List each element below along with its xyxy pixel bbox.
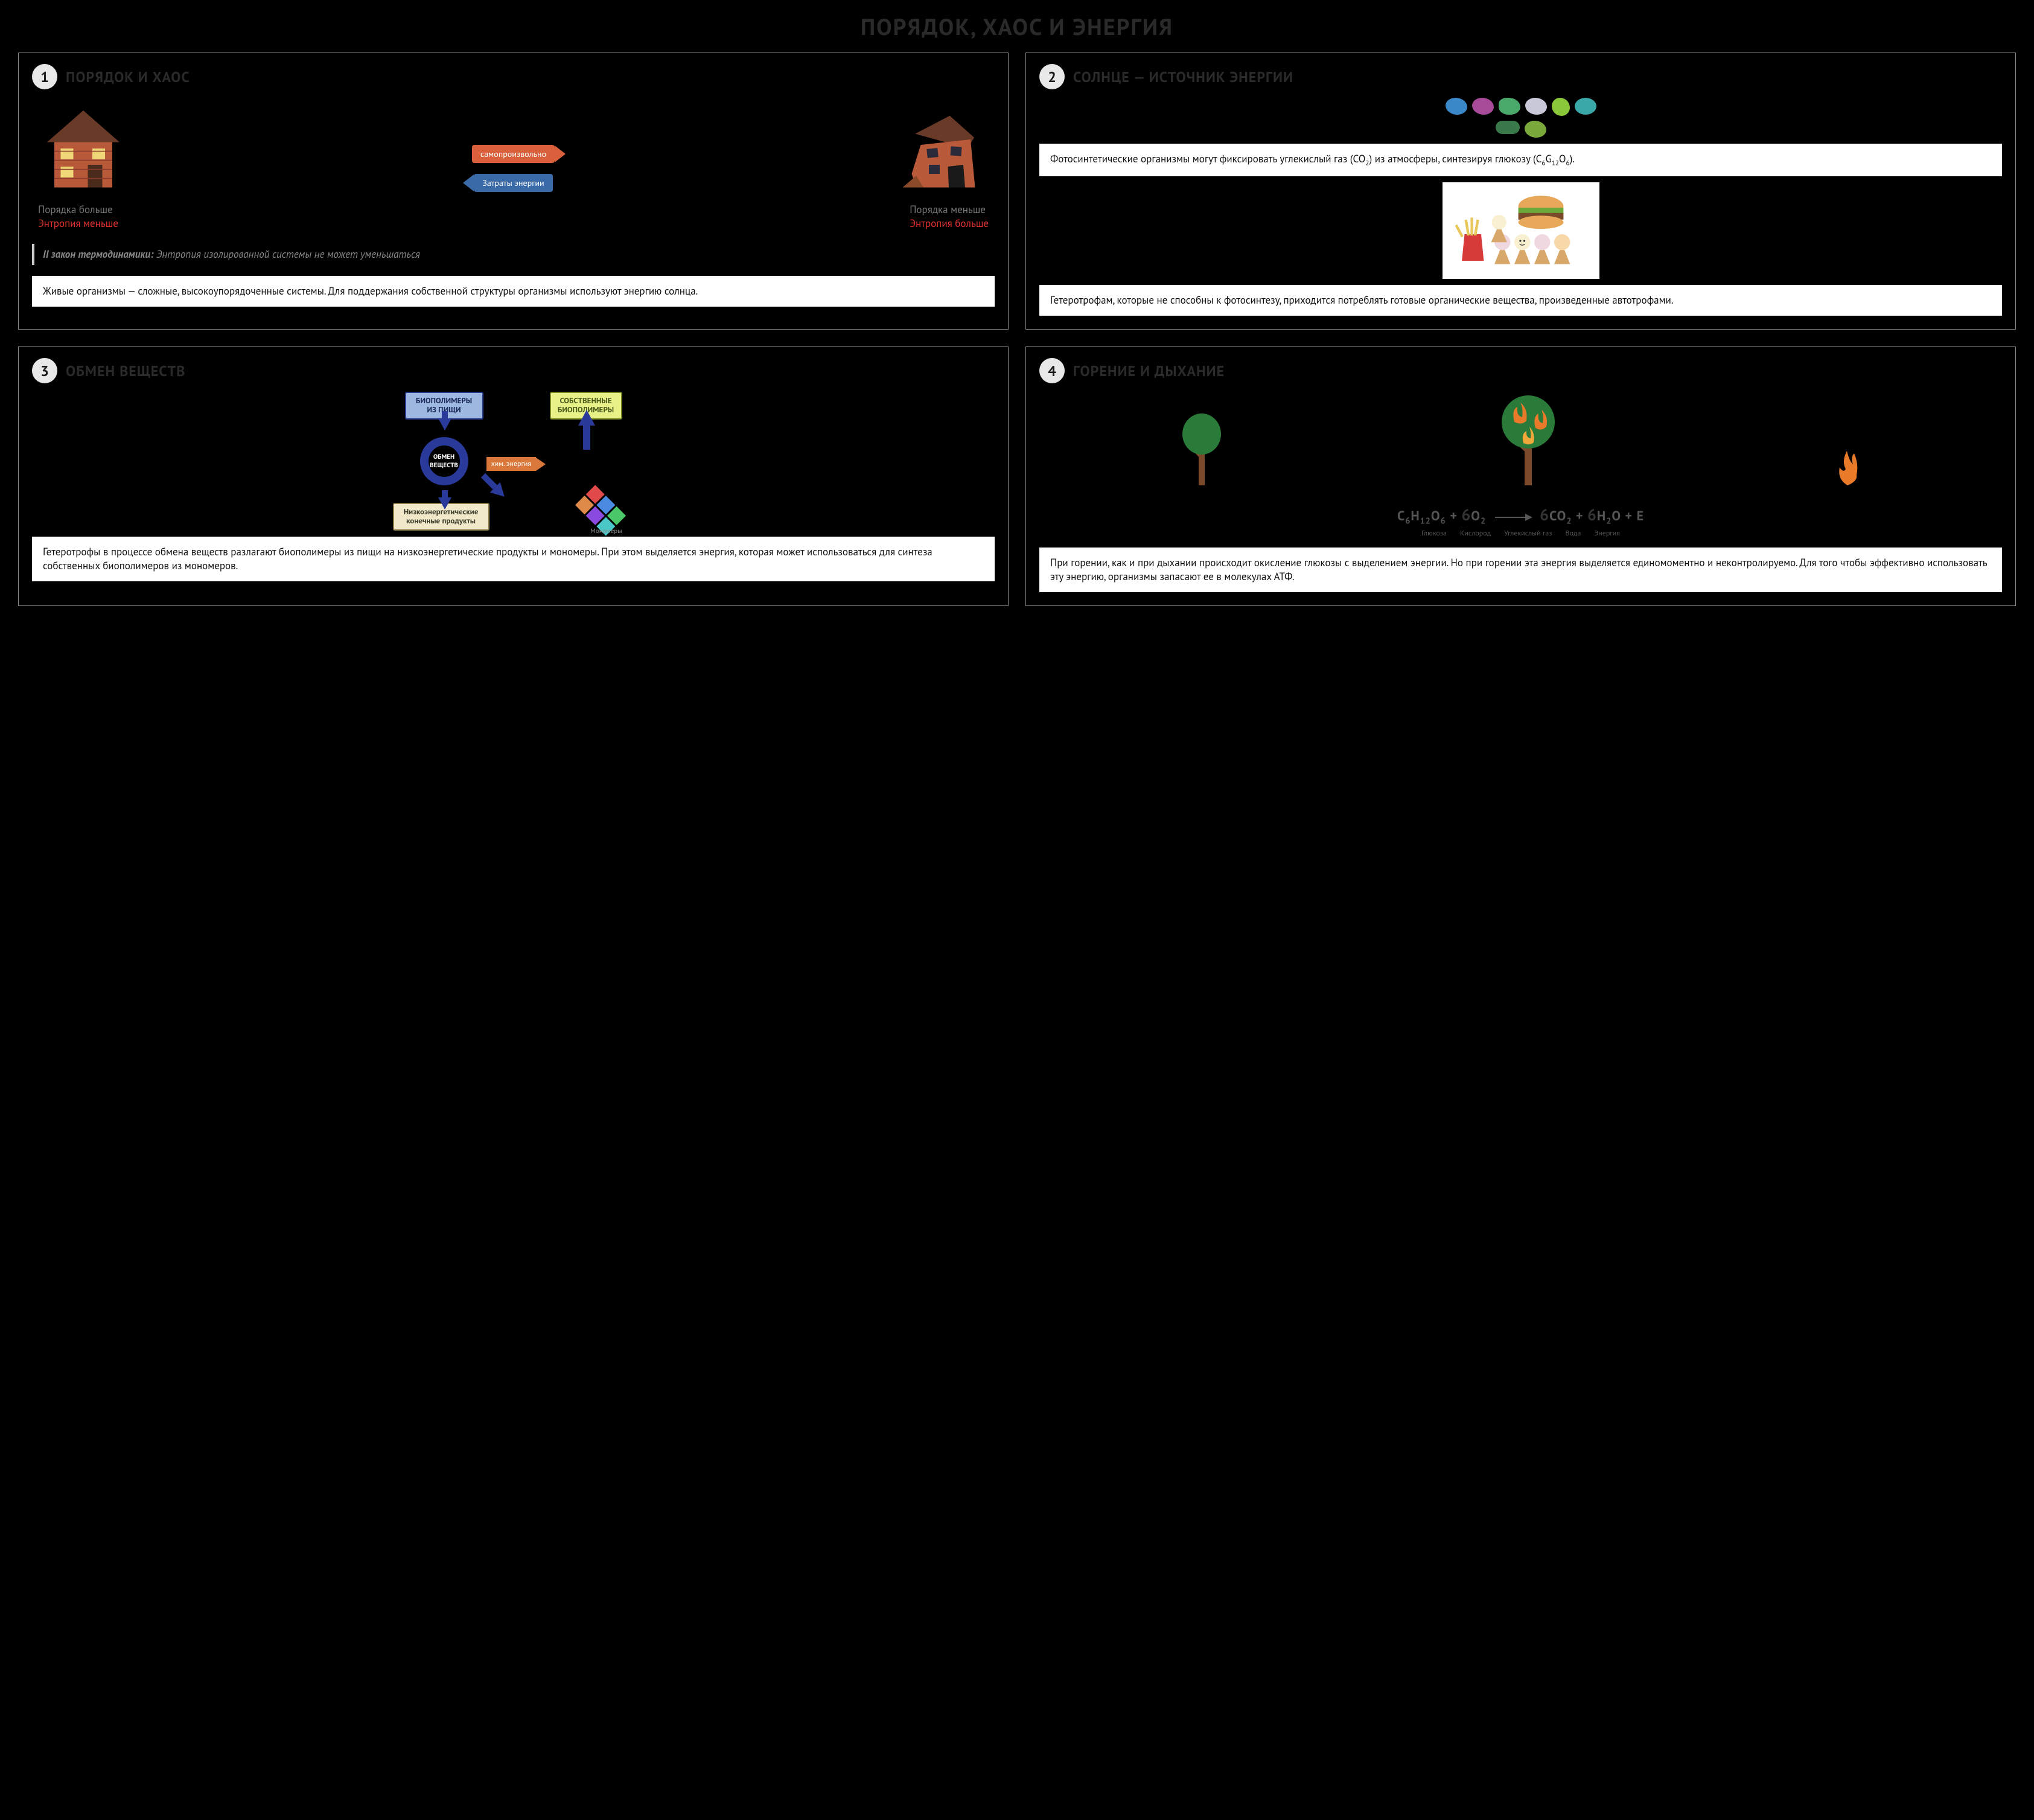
eq-label: Углекислый газ bbox=[1504, 529, 1552, 538]
monomers-label: Мономеры bbox=[590, 527, 622, 535]
panel-metabolism: 3 ОБМЕН ВЕЩЕСТВ БИОПОЛИМЕРЫ ИЗ ПИЩИ СОБС… bbox=[18, 346, 1009, 605]
eq-label: Вода bbox=[1566, 529, 1581, 538]
label-more-entropy: Энтропия больше bbox=[910, 217, 989, 231]
label-more-order: Порядка больше bbox=[38, 203, 118, 217]
panel-title: СОЛНЦЕ — ИСТОЧНИК ЭНЕРГИИ bbox=[1073, 68, 1293, 86]
organism-icon bbox=[1525, 98, 1547, 115]
equation-labels: Глюкоза Кислород Углекислый газ Вода Эне… bbox=[1039, 529, 2002, 538]
arrow-down-icon bbox=[438, 418, 451, 430]
tree-burning-icon bbox=[1493, 392, 1566, 488]
panel-sun-energy: 2 СОЛНЦЕ — ИСТОЧНИК ЭНЕРГИИ Фотосинтетич… bbox=[1025, 53, 2016, 330]
panel2-text-heterotrophs: Гетеротрофам, которые не способны к фото… bbox=[1039, 285, 2002, 316]
reaction-arrow-icon bbox=[1495, 517, 1531, 518]
house-ruined-icon bbox=[898, 101, 989, 192]
panel-number-badge: 2 bbox=[1039, 64, 1065, 89]
panel2-text-photosynthesis: Фотосинтетические организмы могут фиксир… bbox=[1039, 144, 2002, 176]
houses-illustration: самопроизвольно Затраты энергии bbox=[32, 101, 995, 192]
arrow-chemical-energy: хим. энергия bbox=[486, 457, 537, 471]
organism-icon bbox=[1499, 98, 1520, 115]
eq-label: Кислород bbox=[1460, 529, 1491, 538]
organism-icon bbox=[1525, 121, 1546, 138]
panel1-text: Живые организмы — сложные, высокоупорядо… bbox=[32, 276, 995, 307]
panel-combustion-respiration: 4 ГОРЕНИЕ И ДЫХАНИЕ bbox=[1025, 346, 2016, 605]
main-title: ПОРЯДОК, ХАОС И ЭНЕРГИЯ bbox=[18, 12, 2016, 42]
organism-icon bbox=[1575, 98, 1596, 115]
arrow-diagonal-icon bbox=[489, 482, 509, 502]
flame-icon bbox=[1832, 446, 1863, 488]
panel-number-badge: 4 bbox=[1039, 358, 1065, 383]
arrow-down-icon bbox=[438, 497, 451, 509]
trees-illustration bbox=[1039, 392, 2002, 488]
metabolism-cycle-icon: ОБМЕН ВЕЩЕСТВ bbox=[420, 437, 468, 485]
arrow-spontaneous: самопроизвольно bbox=[472, 145, 555, 163]
organism-icon bbox=[1552, 98, 1570, 116]
panels-grid: 1 ПОРЯДОК И ХАОС самопроизволь bbox=[18, 53, 2016, 606]
food-illustration bbox=[1443, 182, 1599, 279]
organism-icon bbox=[1472, 98, 1494, 115]
organism-icon bbox=[1496, 121, 1520, 134]
panel3-text: Гетеротрофы в процессе обмена веществ ра… bbox=[32, 537, 995, 581]
panel-order-chaos: 1 ПОРЯДОК И ХАОС самопроизволь bbox=[18, 53, 1009, 330]
panel-title: ОБМЕН ВЕЩЕСТВ bbox=[66, 362, 185, 380]
organism-icon bbox=[1446, 98, 1467, 115]
metabolism-diagram: БИОПОЛИМЕРЫ ИЗ ПИЩИ СОБСТВЕННЫЕ БИОПОЛИМ… bbox=[387, 392, 640, 531]
entropy-labels: Порядка больше Энтропия меньше Порядка м… bbox=[32, 203, 995, 231]
panel-title: ГОРЕНИЕ И ДЫХАНИЕ bbox=[1073, 362, 1225, 380]
eq-label: Глюкоза bbox=[1421, 529, 1447, 538]
tree-icon bbox=[1179, 410, 1227, 488]
panel4-text: При горении, как и при дыхании происходи… bbox=[1039, 548, 2002, 592]
arrow-up-icon bbox=[578, 410, 595, 426]
microorganisms-illustration bbox=[1443, 98, 1599, 138]
combustion-equation: C6H12O6 + 6O2 6CO2 + 6H2O + E bbox=[1039, 505, 2002, 526]
panel-number-badge: 3 bbox=[32, 358, 57, 383]
panel-number-badge: 1 bbox=[32, 64, 57, 89]
eq-label: Энергия bbox=[1594, 529, 1620, 538]
house-intact-icon bbox=[38, 101, 129, 192]
thermodynamics-quote: II закон термодинамики: Энтропия изолиро… bbox=[32, 244, 995, 265]
label-less-entropy: Энтропия меньше bbox=[38, 217, 118, 231]
arrow-energy-cost: Затраты энергии bbox=[474, 174, 552, 192]
label-less-order: Порядка меньше bbox=[910, 203, 989, 217]
panel-title: ПОРЯДОК И ХАОС bbox=[66, 68, 190, 86]
